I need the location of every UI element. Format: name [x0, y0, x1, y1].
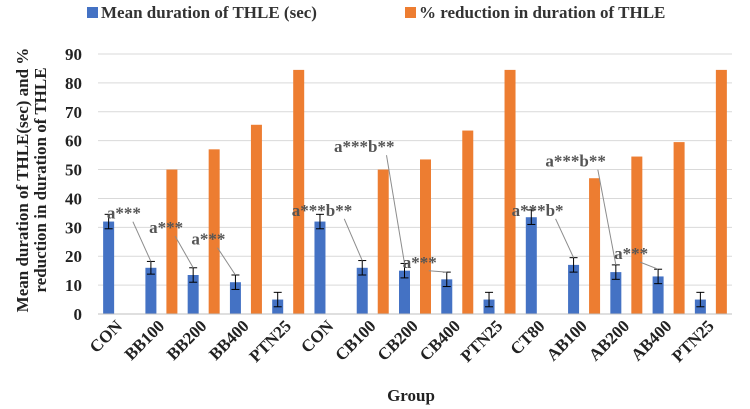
bar-mean-duration [229, 282, 241, 314]
y-tick-label: 80 [65, 74, 82, 93]
x-tick-label: CB400 [416, 316, 464, 364]
y-tick-label: 90 [65, 45, 82, 64]
significance-annotation: a*** [107, 204, 141, 223]
y-tick-label: 20 [65, 247, 82, 266]
bars [103, 69, 727, 315]
y-axis-title-line-2: reduction in duration of THLE [31, 67, 50, 292]
significance-annotation: a*** [191, 230, 225, 249]
bar-percent-reduction [420, 159, 431, 314]
bar-percent-reduction [208, 149, 220, 314]
x-tick-label: PTN25 [668, 316, 717, 365]
y-axis-title-line-1: Mean duration of THLE(sec) and % [13, 48, 32, 313]
x-tick-label: PTN25 [246, 316, 295, 365]
y-tick-label: 0 [74, 305, 83, 324]
bar-mean-duration [568, 264, 580, 314]
bar-mean-duration [441, 279, 453, 314]
y-tick-label: 10 [65, 276, 82, 295]
legend-label-percent-reduction: % reduction in duration of THLE [419, 3, 665, 22]
annotation-leader-line [343, 218, 363, 261]
significance-annotation: a***b** [545, 152, 605, 171]
significance-annotation: a*** [403, 253, 437, 272]
bar-mean-duration [610, 272, 622, 314]
x-axis-title: Group [387, 386, 435, 405]
x-tick-label: PTN25 [457, 316, 506, 365]
bar-mean-duration [356, 267, 368, 314]
significance-annotation: a***b** [292, 201, 352, 220]
bar-mean-duration [525, 217, 537, 314]
error-bars [104, 209, 705, 308]
bar-mean-duration [652, 276, 664, 314]
bar-mean-duration [145, 267, 157, 314]
x-tick-label: CT80 [506, 316, 548, 358]
bar-percent-reduction [293, 69, 305, 314]
bar-percent-reduction [504, 69, 516, 314]
bar-percent-reduction [250, 124, 262, 315]
significance-annotation: a*** [614, 244, 648, 263]
significance-annotation: a***b** [334, 137, 394, 156]
bar-percent-reduction [462, 130, 474, 314]
legend-label-mean-duration: Mean duration of THLE (sec) [101, 3, 317, 22]
annotation-leader-line [386, 155, 405, 264]
x-tick-label: BB100 [121, 316, 169, 364]
x-tick-label: BB400 [205, 316, 253, 364]
x-tick-label: AB100 [543, 316, 591, 364]
y-tick-label: 40 [65, 189, 82, 208]
x-tick-label: AB400 [627, 316, 675, 364]
x-tick-label: BB200 [163, 316, 211, 364]
bar-percent-reduction [589, 178, 601, 314]
x-tick-label: CB200 [374, 316, 422, 364]
bar-percent-reduction [166, 169, 178, 314]
annotation-leader-line [555, 218, 575, 258]
legend-swatch-percent-reduction [405, 7, 416, 18]
x-tick-label: CB100 [331, 316, 379, 364]
legend: Mean duration of THLE (sec) % reduction … [87, 3, 665, 22]
annotation-leader-line [428, 270, 447, 273]
annotation-leader-line [639, 261, 659, 270]
y-tick-label: 70 [65, 103, 82, 122]
bar-percent-reduction [715, 69, 727, 314]
annotation-leader-line [597, 169, 617, 265]
significance-annotation: a*** [149, 218, 183, 237]
annotation-leader-line [217, 247, 236, 276]
annotations: a*** a*** a*** a***b** a***b** a*** a***b* a***… [107, 137, 659, 276]
significance-annotation: a***b* [512, 201, 564, 220]
bar-mean-duration [314, 221, 326, 314]
bar-percent-reduction [377, 169, 389, 314]
gridlines [98, 53, 732, 286]
x-tick-label: AB200 [585, 316, 633, 364]
y-tick-label: 50 [65, 161, 82, 180]
bar-percent-reduction [631, 156, 643, 314]
annotation-leader-line [132, 221, 152, 262]
bar-mean-duration [103, 221, 115, 314]
annotation-leader-line [174, 235, 194, 269]
bar-percent-reduction [673, 142, 685, 314]
y-axis-ticks: 0 10 20 30 40 50 60 70 80 90 [65, 45, 82, 324]
y-tick-label: 30 [65, 218, 82, 237]
legend-swatch-mean-duration [87, 7, 98, 18]
bar-mean-duration [399, 270, 410, 314]
y-tick-label: 60 [65, 132, 82, 151]
bar-mean-duration [187, 275, 199, 314]
